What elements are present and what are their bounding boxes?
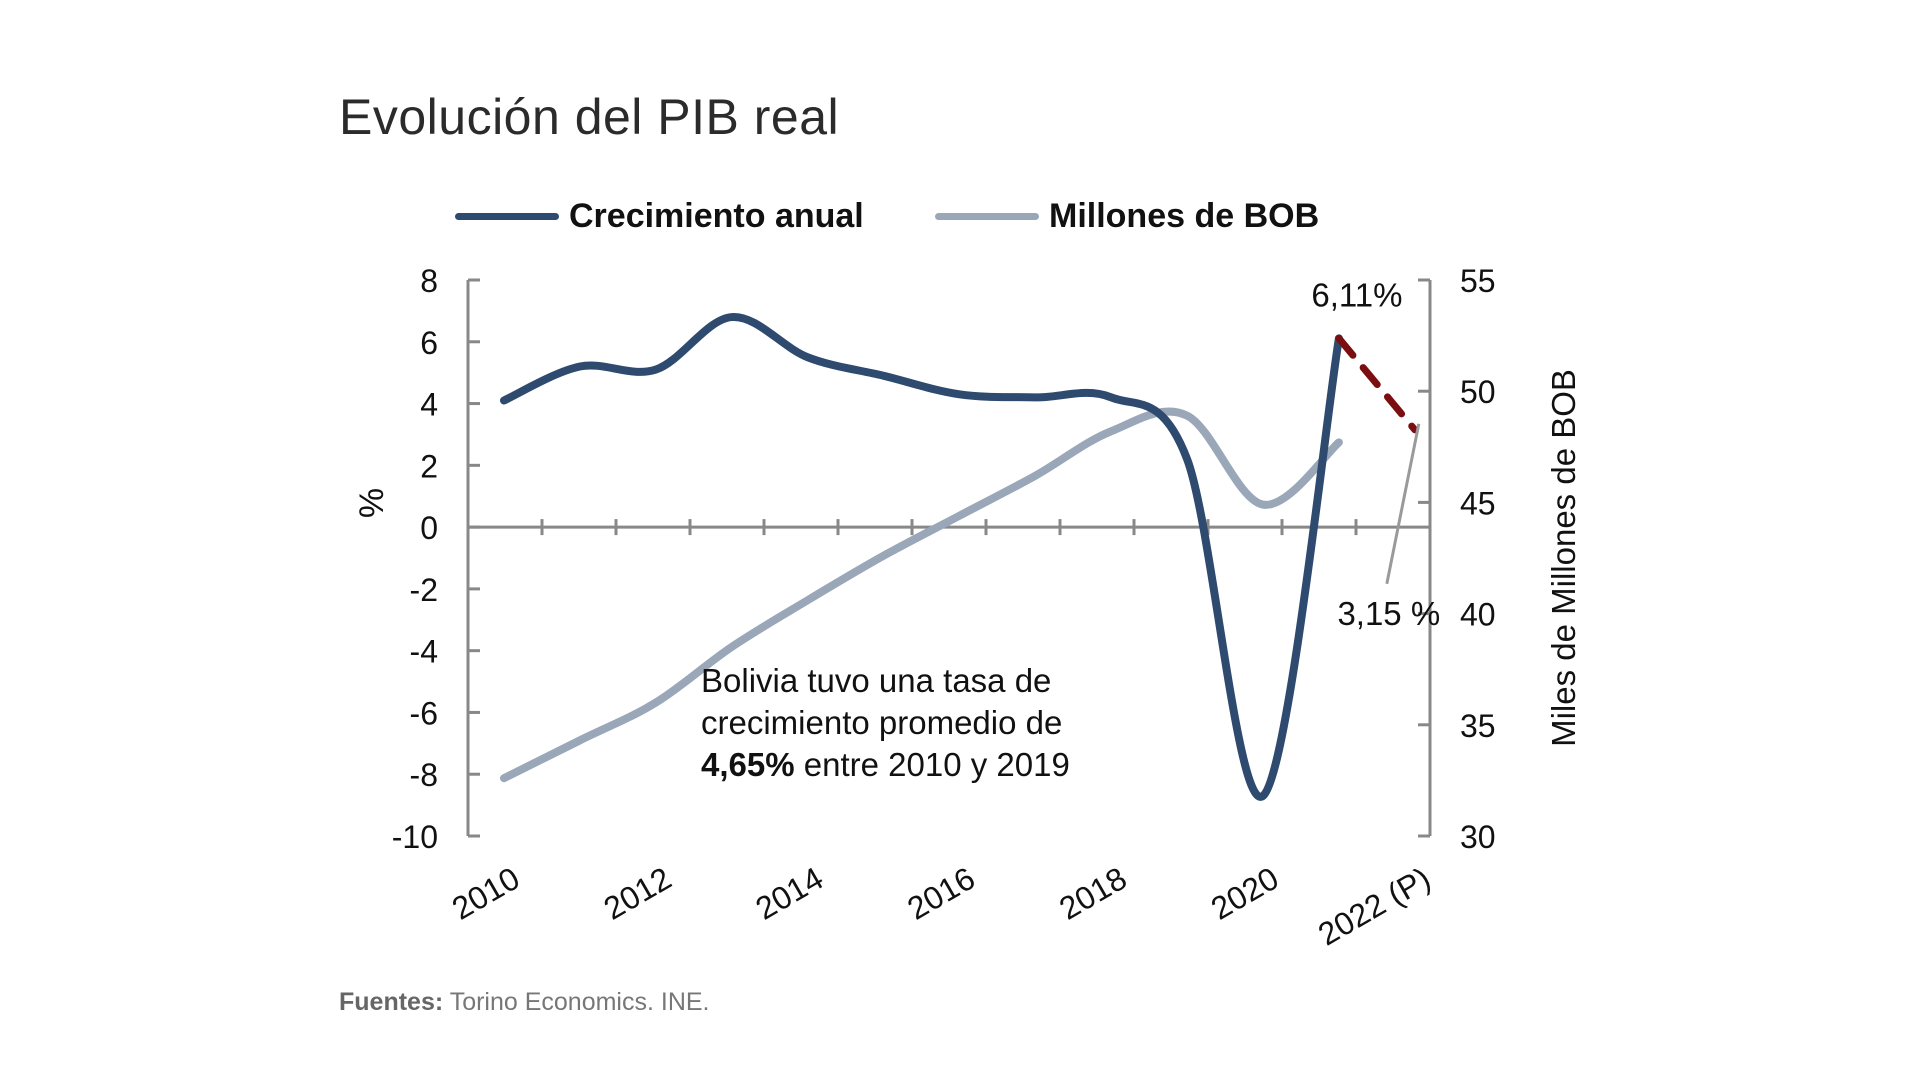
x-tick-label: 2020 <box>1205 860 1285 927</box>
annotation-text-b: entre 2010 y 2019 <box>803 746 1070 783</box>
x-tick-label: 2012 <box>598 860 678 927</box>
legend-swatch-crecimiento <box>455 212 559 220</box>
y-tick-label-left: -10 <box>392 819 438 855</box>
data-label-leader-line <box>1385 423 1421 585</box>
x-tick-label: 2018 <box>1053 860 1133 927</box>
x-tick-label: 2014 <box>749 860 829 927</box>
annotation-note: Bolivia tuvo una tasa de crecimiento pro… <box>701 660 1161 786</box>
y-axis-right-label: Miles de Millones de BOB <box>1545 369 1582 747</box>
data-label-6-11: 6,11% <box>1311 276 1402 313</box>
y-tick-label-left: 0 <box>420 510 438 546</box>
y-tick-label-left: -4 <box>410 634 438 670</box>
data-label-3-15: 3,15 % <box>1337 595 1440 632</box>
y-tick-label-left: 6 <box>420 325 438 361</box>
source-text: Torino Economics. INE. <box>449 988 710 1016</box>
annotation-bold-value: 4,65% <box>701 746 795 783</box>
y-axis-left-label: % <box>353 488 391 518</box>
y-tick-label-left: 4 <box>420 387 438 423</box>
series-line-1 <box>1335 334 1419 434</box>
series-line-0 <box>500 313 1343 801</box>
source-label: Fuentes: <box>339 988 444 1016</box>
y-tick-label-left: -8 <box>410 757 438 793</box>
source-note: Fuentes: Torino Economics. INE. <box>339 988 710 1017</box>
annotation-text-a: Bolivia tuvo una tasa de crecimiento pro… <box>701 662 1063 741</box>
series-layer <box>500 313 1419 801</box>
y-tick-label-right: 50 <box>1460 374 1496 410</box>
y-tick-label-right: 40 <box>1460 597 1496 633</box>
legend-swatch-millones <box>935 212 1039 220</box>
y-tick-label-right: 30 <box>1460 819 1496 855</box>
page-title: Evolución del PIB real <box>339 89 840 145</box>
legend-label-millones: Millones de BOB <box>1049 196 1320 235</box>
y-tick-label-left: 2 <box>420 448 438 484</box>
y-tick-label-left: -6 <box>410 695 438 731</box>
legend-item-crecimiento: Crecimiento anual <box>455 194 864 238</box>
y-tick-label-left: 8 <box>420 263 438 299</box>
y-tick-label-right: 55 <box>1460 263 1496 299</box>
y-tick-label-right: 35 <box>1460 708 1496 744</box>
series-line-2 <box>500 407 1343 783</box>
x-tick-label: 2016 <box>901 860 981 927</box>
x-tick-label: 2022 (P) <box>1312 860 1436 953</box>
legend-item-millones: Millones de BOB <box>935 194 1319 238</box>
legend-label-crecimiento: Crecimiento anual <box>569 196 864 235</box>
x-tick-label: 2010 <box>446 860 526 927</box>
y-tick-label-right: 45 <box>1460 485 1496 521</box>
data-labels-layer: 6,11% 3,15 % <box>1311 276 1440 631</box>
y-tick-label-left: -2 <box>410 572 438 608</box>
